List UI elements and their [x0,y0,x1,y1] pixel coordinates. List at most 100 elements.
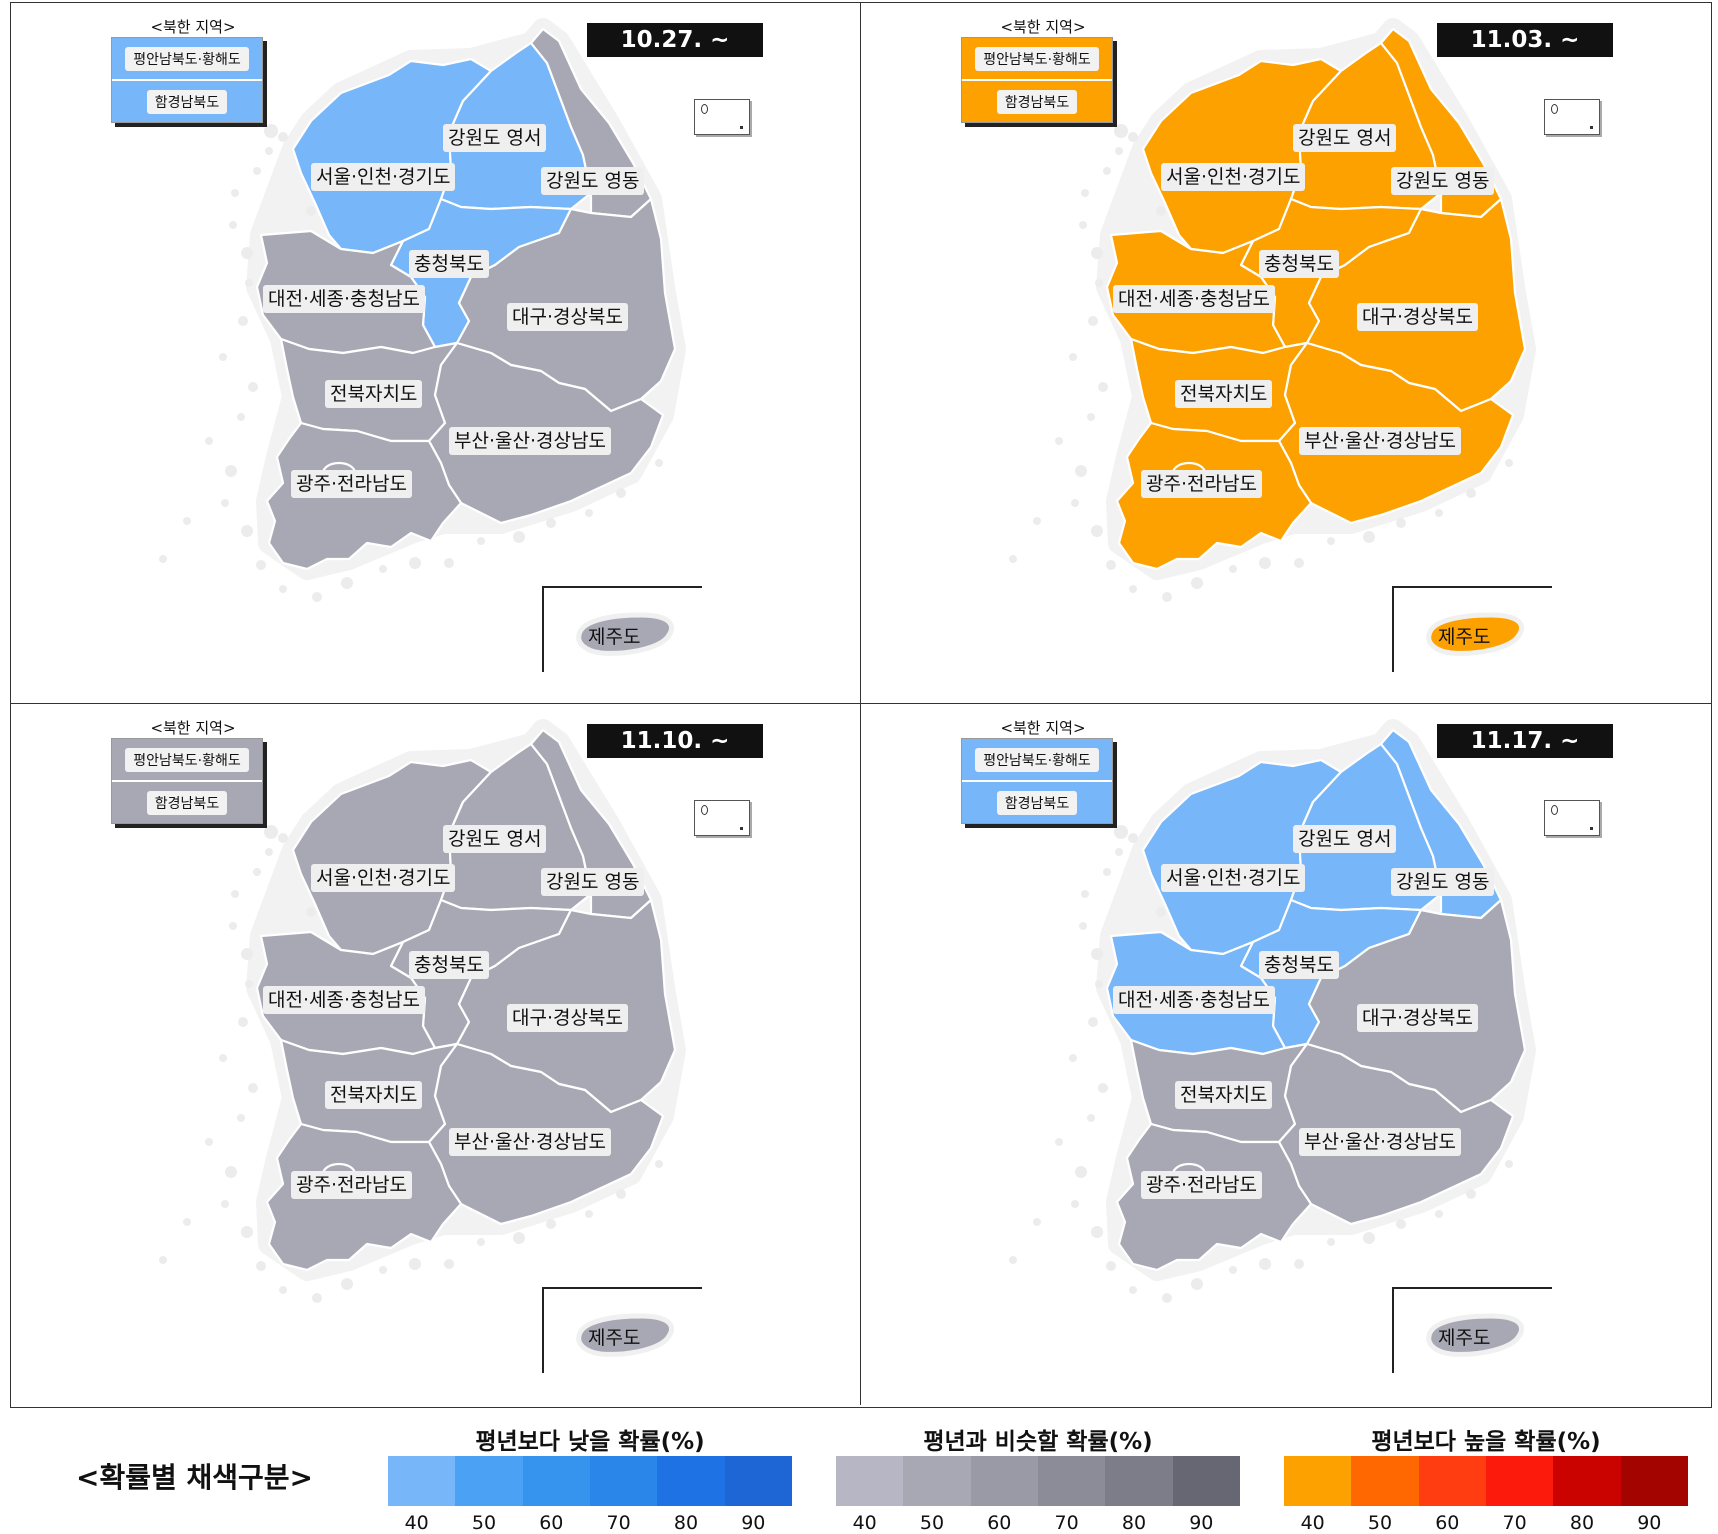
island [1098,1083,1108,1093]
island [159,1256,167,1264]
region-label-seoul: 서울·인천·경기도 [311,163,456,191]
legend-tick: 90 [741,1512,766,1534]
island [1095,279,1103,287]
island [1229,1266,1237,1274]
island [546,518,556,528]
island [546,1219,556,1229]
island [1103,868,1111,876]
legend-tick: 80 [673,1512,699,1534]
legend-tick: 70 [606,1512,631,1534]
region-label-gw_ys: 강원도 영서 [1293,124,1397,152]
dokdo-island-icon [740,827,743,830]
island [1259,557,1271,569]
island [225,465,237,477]
island [1114,124,1128,138]
map-panel: <북한 지역> 평안남북도·황해도 함경남북도 10.27. ~ 11.02. 강원도 … [11,3,861,704]
period-badge: 10.27. ~ 11.02. [587,23,763,87]
ulleung-inset [1544,99,1600,135]
region-label-jb: 전북자치도 [1175,1081,1273,1109]
ulleung-inset [694,99,750,135]
legend-tick: 70 [1054,1512,1079,1534]
island [1466,1189,1476,1199]
island [265,848,273,856]
legend-swatch [455,1456,523,1506]
island [379,565,387,573]
legend-group-title: 평년과 비슷할 확률(%) [923,1429,1153,1455]
island [1129,585,1137,593]
region-label-seoul: 서울·인천·경기도 [311,864,456,892]
jeju-inset-frame [542,586,702,672]
korea-map [1009,18,1536,656]
legend-tick: 80 [1121,1512,1147,1534]
island [585,1210,593,1218]
island [312,592,322,602]
island [241,948,253,960]
legend-tick: 60 [539,1512,564,1534]
legend-tick: 90 [1189,1512,1214,1534]
dokdo-island-icon [1590,827,1593,830]
region-label-cb: 충청북도 [1259,951,1339,979]
region-jeju [1426,1313,1525,1357]
island [248,382,258,392]
dokdo-island-icon [1590,126,1593,129]
island [245,279,253,287]
island [1115,848,1123,856]
island [1327,537,1335,545]
island [1079,221,1087,229]
island [1156,206,1166,216]
region-label-gw_yd: 강원도 영동 [541,868,645,896]
north-korea-region-label: 함경남북도 [996,790,1078,815]
north-korea-title: <북한 지역> [1000,719,1086,737]
north-korea-region-label: 함경남북도 [146,790,228,815]
north-korea-title: <북한 지역> [150,719,236,737]
legend-group-title: 평년보다 낮을 확률(%) [475,1429,705,1455]
island [1071,1200,1079,1208]
island [1091,948,1103,960]
region-label-gw_ys: 강원도 영서 [1293,825,1397,853]
island [221,1200,229,1208]
island [241,1226,253,1238]
legend-tick: 40 [852,1512,877,1534]
island [1156,907,1166,917]
island [616,1189,626,1199]
map-panel: <북한 지역> 평안남북도·황해도 함경남북도 11.10. ~ 11.16. 강원도 … [11,704,861,1405]
ulleung-island-icon [701,104,708,114]
island [1075,465,1087,477]
legend-group: 평년과 비슷할 확률(%) 40 50 60 70 80 90 [836,1422,1240,1534]
island [1191,577,1203,589]
period-badge: 11.10. ~ 11.16. [587,724,763,788]
region-label-gw_ys: 강원도 영서 [443,124,547,152]
legend-swatch [1105,1456,1173,1506]
legend-swatch [1351,1456,1419,1506]
island [341,577,353,589]
region-label-jn: 광주·전라남도 [291,1171,412,1199]
island [409,1258,421,1270]
island [256,1261,266,1271]
island [1055,437,1063,445]
island [229,221,237,229]
island [221,499,229,507]
island [253,868,261,876]
island [1098,382,1108,392]
island [444,1259,454,1269]
island [231,189,239,197]
island [513,531,525,543]
island [241,525,253,537]
north-korea-region-label: 평안남북도·황해도 [125,46,249,71]
legend-swatch [724,1456,792,1506]
island [1091,525,1103,537]
jeju-inset-frame [1392,1287,1552,1373]
legend-swatch [1485,1456,1554,1506]
legend-group-title: 평년보다 높을 확률(%) [1371,1429,1601,1455]
island [1128,132,1138,142]
map-panel: <북한 지역> 평안남북도·황해도 함경남북도 11.03. ~ 11.09. 강원도 … [861,3,1711,704]
region-label-cb: 충청북도 [1259,250,1339,278]
legend-swatch [1284,1456,1352,1506]
island [1162,1293,1172,1303]
island [1128,833,1138,843]
region-label-jb: 전북자치도 [1175,380,1273,408]
island [1055,1138,1063,1146]
island [231,890,239,898]
island [183,517,191,525]
island [306,907,316,917]
